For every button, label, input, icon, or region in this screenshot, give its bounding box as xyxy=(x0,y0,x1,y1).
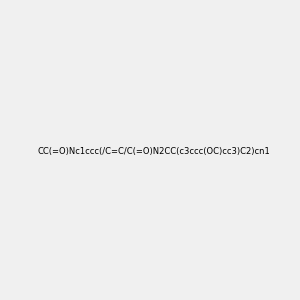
Text: CC(=O)Nc1ccc(/C=C/C(=O)N2CC(c3ccc(OC)cc3)C2)cn1: CC(=O)Nc1ccc(/C=C/C(=O)N2CC(c3ccc(OC)cc3… xyxy=(38,147,270,156)
